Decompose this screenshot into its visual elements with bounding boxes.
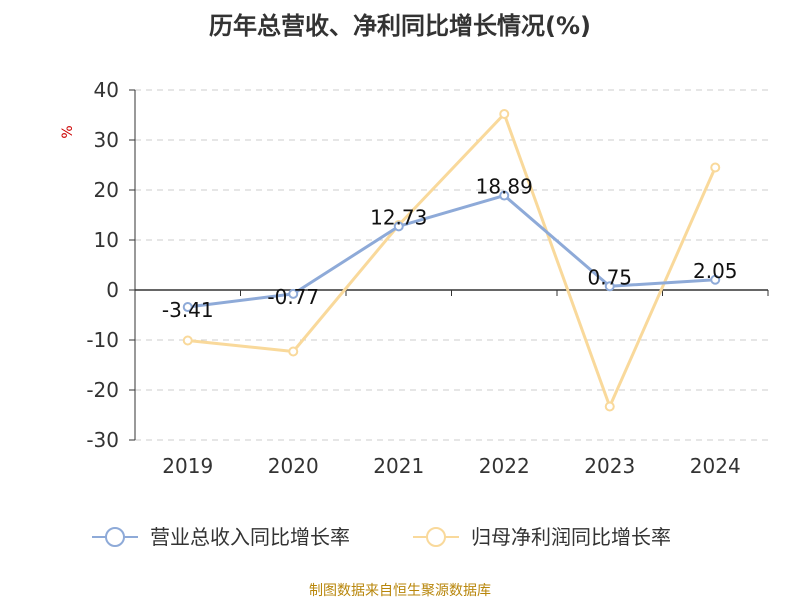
legend-item-net-profit-growth[interactable]: 归母净利润同比增长率 <box>413 525 671 549</box>
data-point-revenue-growth[interactable] <box>393 221 404 232</box>
data-label-revenue-growth: 0.75 <box>587 265 632 289</box>
y-tick-label: -30 <box>86 428 119 452</box>
data-point-net-profit-growth[interactable] <box>499 109 510 119</box>
data-point-net-profit-growth[interactable] <box>604 401 615 412</box>
data-point-net-profit-growth[interactable] <box>710 162 721 173</box>
x-tick-label: 2019 <box>162 454 213 478</box>
legend-marker-revenue-growth <box>105 527 125 547</box>
series-line-net-profit-growth <box>186 112 717 408</box>
chart-title: 历年总营收、净利同比增长情况(%) <box>209 12 591 40</box>
series-layer <box>182 109 721 412</box>
data-point-revenue-growth[interactable] <box>710 274 721 285</box>
y-tick-label: 0 <box>106 278 119 302</box>
data-label-revenue-growth: -0.77 <box>267 285 319 309</box>
data-label-revenue-growth: 18.89 <box>476 175 533 199</box>
axis-layer: 40 30 20 10 0 -10 -20 -30 2019 2020 2021 2022 2023 20… <box>86 78 769 478</box>
data-point-revenue-growth[interactable] <box>182 302 193 313</box>
y-tick-label: -20 <box>86 378 119 402</box>
legend-label-revenue-growth: 营业总收入同比增长率 <box>150 525 350 549</box>
y-tick-label: 30 <box>94 128 119 152</box>
label-layer: -3.41 -0.77 12.73 18.89 0.75 2.05 <box>162 175 738 322</box>
data-label-revenue-growth: 12.73 <box>370 205 427 229</box>
x-tick-label: 2020 <box>268 454 319 478</box>
legend-item-revenue-growth[interactable]: 营业总收入同比增长率 <box>92 525 350 549</box>
data-point-revenue-growth[interactable] <box>499 190 510 201</box>
legend: 营业总收入同比增长率 归母净利润同比增长率 <box>92 525 671 549</box>
x-tick-label: 2024 <box>690 454 741 478</box>
series-line-revenue-growth <box>186 194 717 309</box>
data-point-revenue-growth[interactable] <box>288 288 299 299</box>
data-label-revenue-growth: -3.41 <box>162 298 214 322</box>
data-point-net-profit-growth[interactable] <box>288 346 299 357</box>
x-tick-label: 2022 <box>479 454 530 478</box>
legend-label-net-profit-growth: 归母净利润同比增长率 <box>471 525 671 549</box>
data-point-revenue-growth[interactable] <box>604 281 615 292</box>
y-tick-label: -10 <box>86 328 119 352</box>
source-note: 制图数据来自恒生聚源数据库 <box>309 583 491 599</box>
x-tick-label: 2023 <box>584 454 635 478</box>
y-axis-label: % <box>60 125 76 138</box>
legend-marker-net-profit-growth <box>426 527 446 547</box>
y-tick-label: 10 <box>94 228 119 252</box>
data-point-net-profit-growth[interactable] <box>182 335 193 346</box>
x-tick-label: 2021 <box>373 454 424 478</box>
y-tick-label: 40 <box>94 78 119 102</box>
y-tick-label: 20 <box>94 178 119 202</box>
data-label-revenue-growth: 2.05 <box>693 259 738 283</box>
